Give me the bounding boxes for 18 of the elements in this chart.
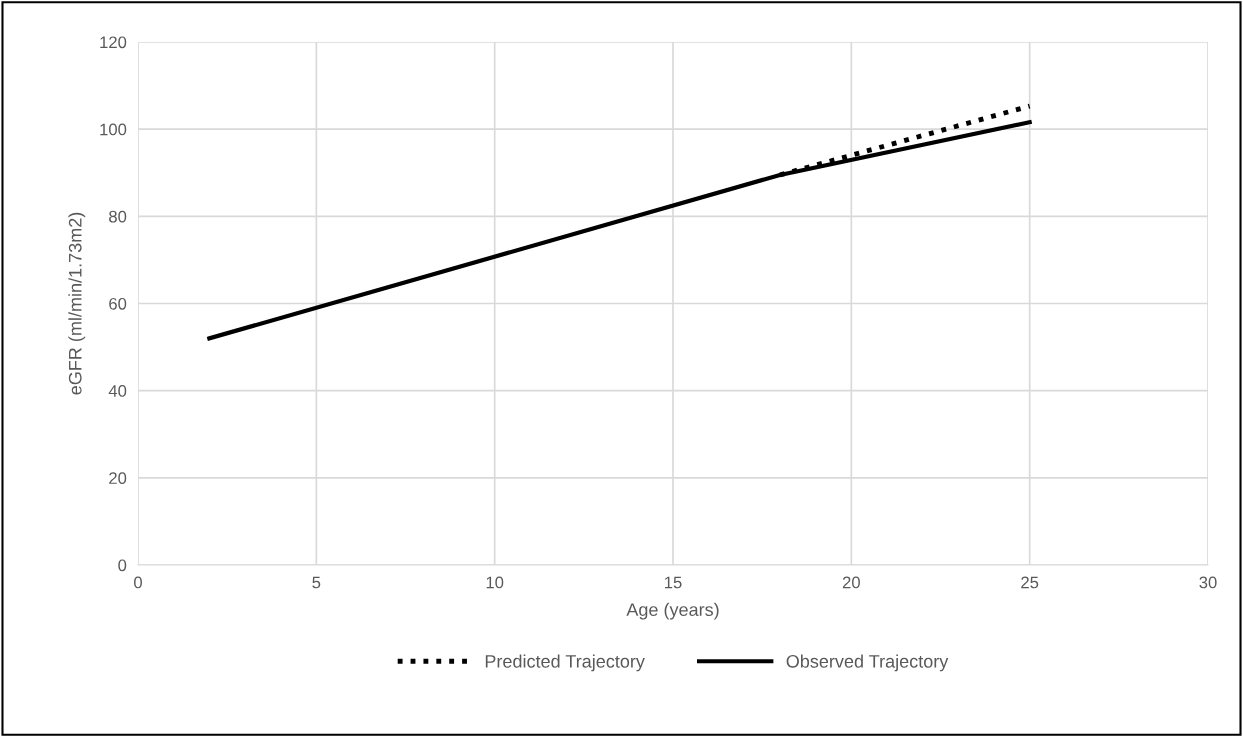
x-tick-label: 30: [1199, 576, 1217, 589]
x-tick-label: 25: [1021, 576, 1039, 589]
x-tick-label: 0: [134, 576, 142, 589]
y-tick-label: 120: [100, 36, 127, 49]
legend-label: Observed Trajectory: [786, 654, 949, 672]
x-tick-label: 20: [842, 576, 860, 589]
y-tick-label: 20: [109, 472, 127, 485]
y-tick-label: 40: [108, 385, 127, 397]
y-axis-title: eGFR (ml/min/1.73m2): [68, 212, 86, 395]
x-tick-label: 5: [312, 576, 321, 589]
x-tick-label: 15: [665, 576, 682, 589]
y-tick-label: 80: [109, 210, 127, 223]
legend-label: Predicted Trajectory: [485, 654, 645, 672]
x-tick-label: 10: [486, 576, 504, 589]
x-axis-title: Age (years): [626, 602, 719, 620]
y-tick-label: 0: [118, 559, 127, 572]
y-tick-label: 100: [100, 123, 127, 136]
y-tick-label: 60: [109, 297, 127, 310]
